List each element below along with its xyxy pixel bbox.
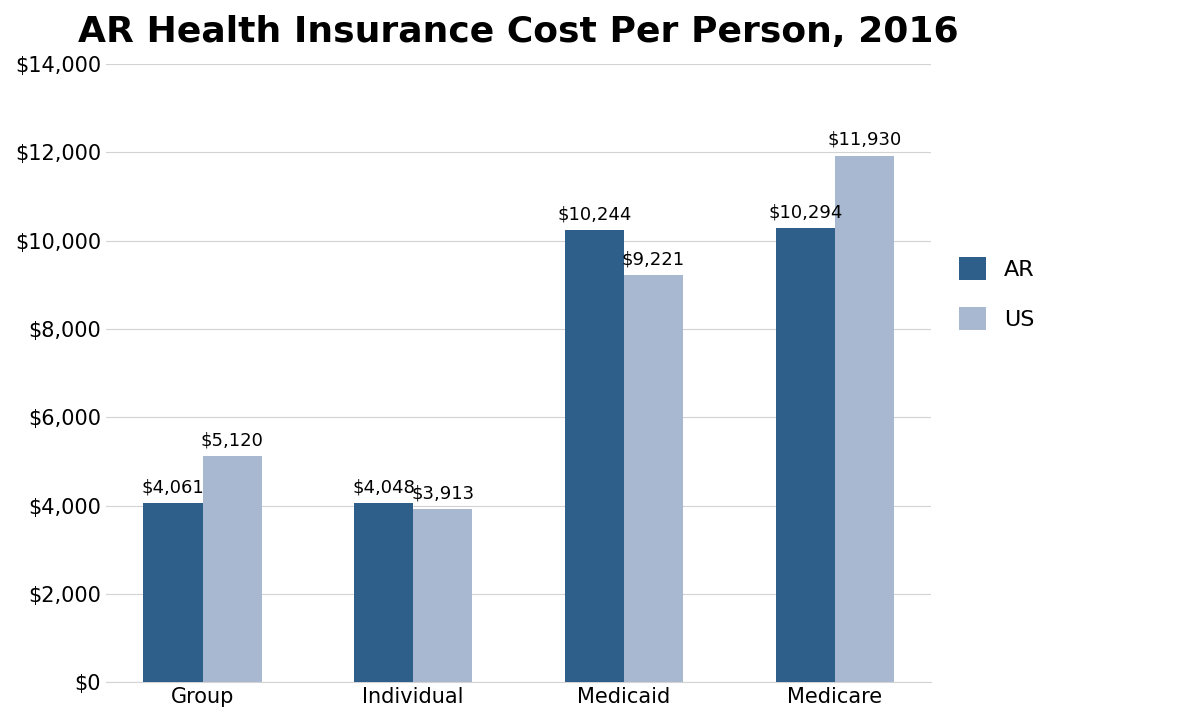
Bar	[624, 275, 683, 682]
Text: $4,048: $4,048	[353, 479, 415, 497]
Bar	[413, 510, 472, 682]
Text: $5,120: $5,120	[201, 432, 264, 450]
Text: $10,294: $10,294	[768, 203, 843, 221]
Text: $9,221: $9,221	[622, 251, 685, 269]
Text: $3,913: $3,913	[412, 484, 474, 503]
Bar	[354, 503, 413, 682]
Bar	[775, 228, 834, 682]
Bar	[565, 230, 624, 682]
Legend: AR, US: AR, US	[951, 248, 1044, 339]
Bar	[202, 456, 261, 682]
Text: $4,061: $4,061	[142, 478, 205, 496]
Text: $11,930: $11,930	[827, 131, 902, 149]
Bar	[143, 503, 202, 682]
Bar	[834, 155, 893, 682]
Text: $10,244: $10,244	[557, 205, 632, 223]
Title: AR Health Insurance Cost Per Person, 2016: AR Health Insurance Cost Per Person, 201…	[78, 15, 958, 49]
